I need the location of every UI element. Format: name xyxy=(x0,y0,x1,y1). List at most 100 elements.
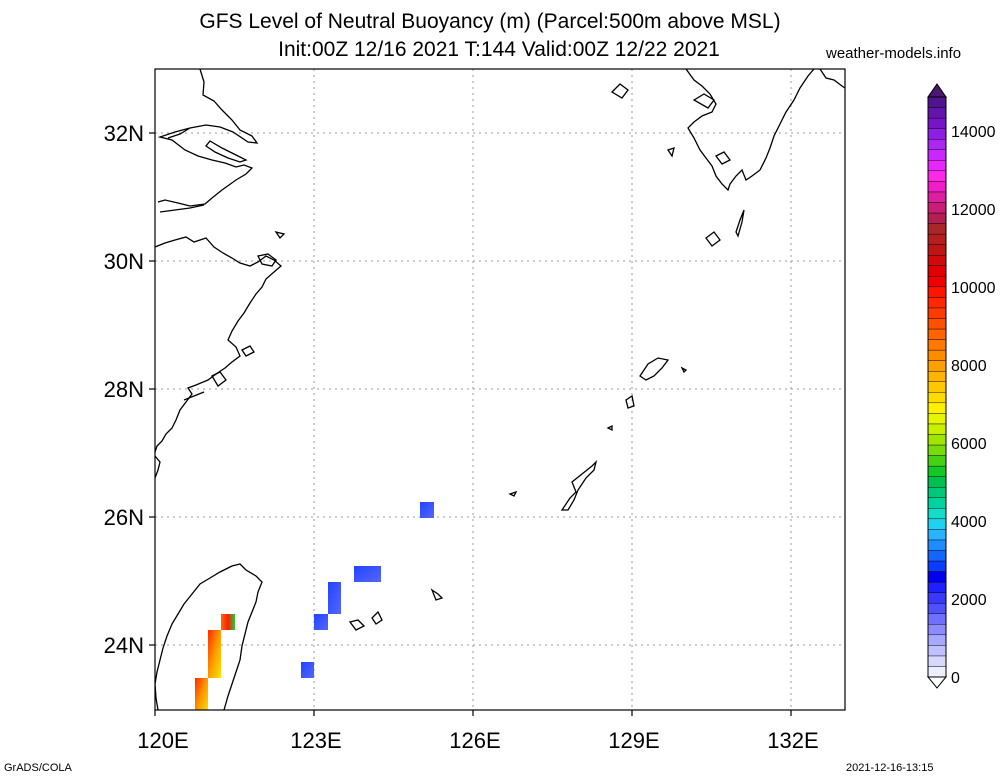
lat-label-24n: 24N xyxy=(104,633,144,658)
colorbar-segment xyxy=(927,560,947,572)
colorbar-segment xyxy=(927,117,947,129)
axis-ticks xyxy=(149,132,792,716)
coastlines xyxy=(155,69,845,710)
cell-east-taiwan xyxy=(301,662,314,678)
colorbar-label-4000: 4000 xyxy=(951,514,987,531)
coast-kyushu xyxy=(685,69,815,192)
colorbar-segment xyxy=(927,529,947,541)
colorbar-segment xyxy=(927,539,947,551)
cell-miyako-b xyxy=(354,566,381,582)
lon-labels: 120E 123E 126E 129E 132E xyxy=(137,728,818,753)
colorbar-segment xyxy=(927,402,947,414)
colorbar-segment xyxy=(927,128,947,140)
colorbar-segment xyxy=(927,518,947,530)
island-zhoushan xyxy=(257,230,286,267)
colorbar-segment xyxy=(927,645,947,657)
cell-miyako-a xyxy=(328,582,341,614)
site-credit: weather-models.info xyxy=(826,45,962,62)
colorbar-segment xyxy=(927,381,947,393)
colorbar-segment xyxy=(927,96,947,108)
colorbar-segment xyxy=(927,465,947,477)
colorbar-top-arrow xyxy=(927,83,947,98)
coast-china-south xyxy=(183,345,255,401)
colorbar-segment xyxy=(927,349,947,361)
lat-label-28n: 28N xyxy=(104,377,144,402)
colorbar-segment xyxy=(927,613,947,625)
coast-taiwan xyxy=(155,563,263,710)
footer-software: GrADS/COLA xyxy=(4,762,72,774)
colorbar-segment xyxy=(927,339,947,351)
colorbar-segment xyxy=(927,592,947,604)
island-tanegashima xyxy=(705,209,745,247)
colorbar-segment xyxy=(927,297,947,309)
coast-hangzhou-bay xyxy=(159,204,205,213)
lat-labels: 32N 30N 28N 26N 24N xyxy=(104,121,144,658)
colorbar-segment xyxy=(927,149,947,161)
colorbar-label-12000: 12000 xyxy=(951,202,996,219)
colorbar-segment xyxy=(927,276,947,288)
coast-yangtze-2 xyxy=(205,140,248,163)
colorbar-segment xyxy=(927,307,947,319)
colorbar-segment xyxy=(927,265,947,277)
colorbar-segment xyxy=(927,328,947,340)
colorbar-segment xyxy=(927,392,947,404)
lon-label-129e: 129E xyxy=(608,728,659,753)
island-okinawa xyxy=(560,459,598,511)
island-tokara xyxy=(606,394,635,432)
colorbar-segment xyxy=(927,202,947,214)
grid-lines xyxy=(155,69,845,710)
title-line-2: Init:00Z 12/16 2021 T:144 Valid:00Z 12/2… xyxy=(278,38,720,61)
colorbar-segment xyxy=(927,254,947,266)
coast-shikoku xyxy=(819,69,845,89)
colorbar-segment xyxy=(927,286,947,298)
colorbar-segment xyxy=(927,370,947,382)
title-line-1: GFS Level of Neutral Buoyancy (m) (Parce… xyxy=(199,10,781,33)
lon-label-123e: 123E xyxy=(290,728,341,753)
colorbar-segment xyxy=(927,423,947,435)
colorbar-segment xyxy=(927,486,947,498)
island-miyako xyxy=(430,588,444,601)
cell-yaeyama xyxy=(314,614,328,630)
colorbar-segment xyxy=(927,191,947,203)
lon-label-120e: 120E xyxy=(137,728,188,753)
colorbar-segment xyxy=(927,413,947,425)
colorbar-segment xyxy=(927,655,947,667)
island-amami xyxy=(639,357,688,381)
lat-label-26n: 26N xyxy=(104,505,144,530)
colorbar-segment xyxy=(927,107,947,119)
colorbar-segment xyxy=(927,444,947,456)
cell-taiwan-mid xyxy=(208,630,221,678)
cell-taiwan-south xyxy=(195,678,208,710)
colorbar: 14000 12000 10000 8000 6000 4000 2000 0 xyxy=(926,83,996,689)
colorbar-segment xyxy=(927,138,947,150)
colorbar-segment xyxy=(927,476,947,488)
colorbar-bottom-arrow xyxy=(926,676,948,689)
colorbar-label-8000: 8000 xyxy=(951,358,987,375)
colorbar-label-0: 0 xyxy=(951,670,960,687)
colorbar-segment xyxy=(927,602,947,614)
colorbar-segment xyxy=(927,318,947,330)
colorbar-segment xyxy=(927,212,947,224)
colorbar-segment xyxy=(927,434,947,446)
colorbar-segment xyxy=(927,455,947,467)
coast-china xyxy=(155,69,282,479)
island-kume xyxy=(508,490,518,497)
colorbar-segment xyxy=(927,233,947,245)
colorbar-segment xyxy=(927,244,947,256)
footer-timestamp: 2021-12-16-13:15 xyxy=(846,762,934,774)
colorbar-outline xyxy=(927,96,947,678)
coast-kyushu-bay xyxy=(715,151,731,165)
colorbar-segment xyxy=(927,571,947,583)
colorbar-label-6000: 6000 xyxy=(951,436,987,453)
colorbar-segment xyxy=(927,581,947,593)
colorbar-segment xyxy=(927,160,947,172)
lat-label-32n: 32N xyxy=(104,121,144,146)
cell-okinawa-west xyxy=(420,502,434,518)
lon-label-126e: 126E xyxy=(449,728,500,753)
buoyancy-cells xyxy=(195,502,434,710)
lat-label-30n: 30N xyxy=(104,249,144,274)
colorbar-segment xyxy=(927,634,947,646)
colorbar-label-10000: 10000 xyxy=(951,280,996,297)
colorbar-segment xyxy=(927,170,947,182)
